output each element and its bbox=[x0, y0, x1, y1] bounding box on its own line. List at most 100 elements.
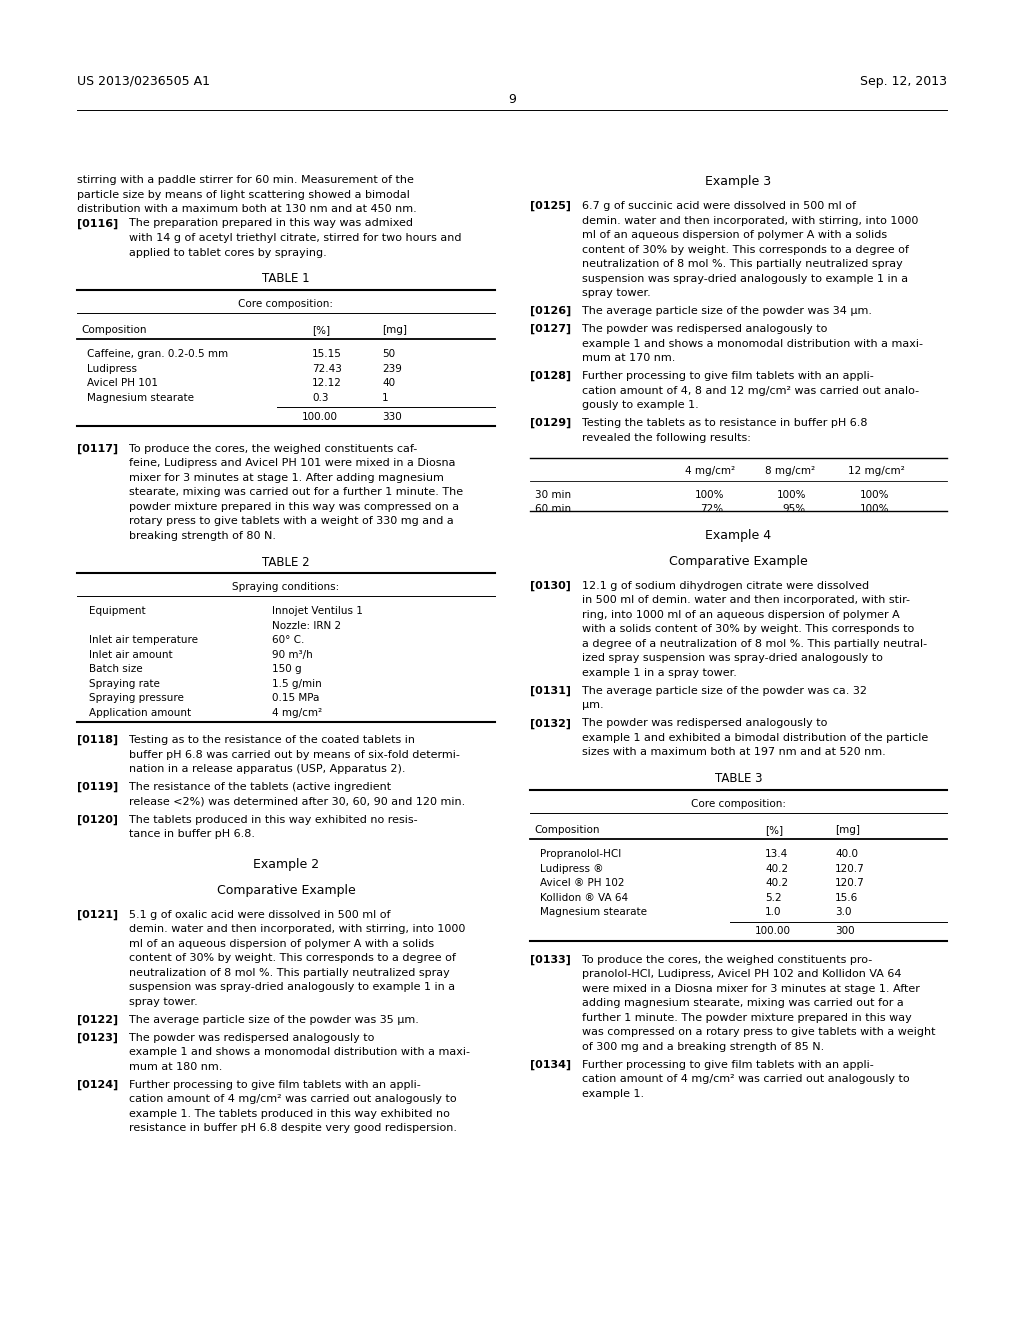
Text: Further processing to give film tablets with an appli-: Further processing to give film tablets … bbox=[129, 1080, 421, 1090]
Text: TABLE 3: TABLE 3 bbox=[715, 772, 762, 785]
Text: The resistance of the tablets (active ingredient: The resistance of the tablets (active in… bbox=[129, 781, 391, 792]
Text: release <2%) was determined after 30, 60, 90 and 120 min.: release <2%) was determined after 30, 60… bbox=[129, 796, 465, 807]
Text: mum at 170 nm.: mum at 170 nm. bbox=[582, 354, 676, 363]
Text: 72%: 72% bbox=[700, 504, 723, 513]
Text: 12.12: 12.12 bbox=[312, 379, 342, 388]
Text: The tablets produced in this way exhibited no resis-: The tablets produced in this way exhibit… bbox=[129, 814, 418, 825]
Text: ized spray suspension was spray-dried analogously to: ized spray suspension was spray-dried an… bbox=[582, 653, 883, 664]
Text: [0117]: [0117] bbox=[77, 444, 118, 454]
Text: [0131]: [0131] bbox=[530, 686, 571, 696]
Text: 3.0: 3.0 bbox=[835, 907, 852, 917]
Text: Spraying conditions:: Spraying conditions: bbox=[232, 582, 340, 591]
Text: powder mixture prepared in this way was compressed on a: powder mixture prepared in this way was … bbox=[129, 502, 459, 512]
Text: example 1 in a spray tower.: example 1 in a spray tower. bbox=[582, 668, 737, 678]
Text: Comparative Example: Comparative Example bbox=[217, 883, 355, 896]
Text: example 1 and shows a monomodal distribution with a maxi-: example 1 and shows a monomodal distribu… bbox=[129, 1047, 470, 1057]
Text: spray tower.: spray tower. bbox=[129, 997, 198, 1007]
Text: 90 m³/h: 90 m³/h bbox=[272, 649, 312, 660]
Text: 30 min: 30 min bbox=[535, 490, 571, 499]
Text: [0120]: [0120] bbox=[77, 814, 118, 825]
Text: cation amount of 4 mg/cm² was carried out analogously to: cation amount of 4 mg/cm² was carried ou… bbox=[129, 1094, 457, 1105]
Text: Magnesium stearate: Magnesium stearate bbox=[87, 393, 194, 403]
Text: a degree of a neutralization of 8 mol %. This partially neutral-: a degree of a neutralization of 8 mol %.… bbox=[582, 639, 927, 649]
Text: example 1 and shows a monomodal distribution with a maxi-: example 1 and shows a monomodal distribu… bbox=[582, 339, 923, 348]
Text: ring, into 1000 ml of an aqueous dispersion of polymer A: ring, into 1000 ml of an aqueous dispers… bbox=[582, 610, 900, 620]
Text: Propranolol-HCl: Propranolol-HCl bbox=[540, 849, 622, 859]
Text: [0128]: [0128] bbox=[530, 371, 571, 381]
Text: 120.7: 120.7 bbox=[835, 863, 864, 874]
Text: 5.2: 5.2 bbox=[765, 892, 781, 903]
Text: applied to tablet cores by spraying.: applied to tablet cores by spraying. bbox=[129, 248, 327, 257]
Text: Core composition:: Core composition: bbox=[239, 298, 334, 309]
Text: stirring with a paddle stirrer for 60 min. Measurement of the: stirring with a paddle stirrer for 60 mi… bbox=[77, 176, 414, 185]
Text: To produce the cores, the weighed constituents caf-: To produce the cores, the weighed consti… bbox=[129, 444, 417, 454]
Text: nation in a release apparatus (USP, Apparatus 2).: nation in a release apparatus (USP, Appa… bbox=[129, 764, 406, 774]
Text: neutralization of 8 mol %. This partially neutralized spray: neutralization of 8 mol %. This partiall… bbox=[582, 259, 903, 269]
Text: Batch size: Batch size bbox=[89, 664, 142, 675]
Text: with 14 g of acetyl triethyl citrate, stirred for two hours and: with 14 g of acetyl triethyl citrate, st… bbox=[129, 234, 462, 243]
Text: The powder was redispersed analogously to: The powder was redispersed analogously t… bbox=[582, 718, 827, 729]
Text: 8 mg/cm²: 8 mg/cm² bbox=[765, 466, 815, 477]
Text: 9: 9 bbox=[508, 92, 516, 106]
Text: [0118]: [0118] bbox=[77, 735, 118, 746]
Text: [0124]: [0124] bbox=[77, 1080, 118, 1090]
Text: 100%: 100% bbox=[860, 490, 890, 499]
Text: Inlet air amount: Inlet air amount bbox=[89, 649, 173, 660]
Text: Example 2: Example 2 bbox=[253, 858, 319, 871]
Text: 100%: 100% bbox=[695, 490, 725, 499]
Text: Spraying rate: Spraying rate bbox=[89, 678, 160, 689]
Text: 100.00: 100.00 bbox=[302, 412, 338, 421]
Text: mum at 180 nm.: mum at 180 nm. bbox=[129, 1061, 222, 1072]
Text: Caffeine, gran. 0.2-0.5 mm: Caffeine, gran. 0.2-0.5 mm bbox=[87, 350, 228, 359]
Text: pranolol-HCl, Ludipress, Avicel PH 102 and Kollidon VA 64: pranolol-HCl, Ludipress, Avicel PH 102 a… bbox=[582, 969, 901, 979]
Text: example 1.: example 1. bbox=[582, 1089, 644, 1098]
Text: 239: 239 bbox=[382, 364, 401, 374]
Text: 15.6: 15.6 bbox=[835, 892, 858, 903]
Text: ml of an aqueous dispersion of polymer A with a solids: ml of an aqueous dispersion of polymer A… bbox=[582, 230, 887, 240]
Text: The powder was redispersed analogously to: The powder was redispersed analogously t… bbox=[582, 325, 827, 334]
Text: [0132]: [0132] bbox=[530, 718, 571, 729]
Text: 60 min: 60 min bbox=[535, 504, 571, 513]
Text: Ludipress ®: Ludipress ® bbox=[540, 863, 603, 874]
Text: 12 mg/cm²: 12 mg/cm² bbox=[848, 466, 905, 477]
Text: The average particle size of the powder was 34 μm.: The average particle size of the powder … bbox=[582, 306, 872, 315]
Text: Example 4: Example 4 bbox=[706, 529, 771, 541]
Text: 4 mg/cm²: 4 mg/cm² bbox=[685, 466, 735, 477]
Text: sizes with a maximum both at 197 nm and at 520 nm.: sizes with a maximum both at 197 nm and … bbox=[582, 747, 886, 758]
Text: stearate, mixing was carried out for a further 1 minute. The: stearate, mixing was carried out for a f… bbox=[129, 487, 463, 498]
Text: [0125]: [0125] bbox=[530, 201, 571, 211]
Text: 100%: 100% bbox=[860, 504, 890, 513]
Text: [0122]: [0122] bbox=[77, 1015, 118, 1026]
Text: buffer pH 6.8 was carried out by means of six-fold determi-: buffer pH 6.8 was carried out by means o… bbox=[129, 750, 460, 759]
Text: suspension was spray-dried analogously to example 1 in a: suspension was spray-dried analogously t… bbox=[582, 273, 908, 284]
Text: 1.0: 1.0 bbox=[765, 907, 781, 917]
Text: Composition: Composition bbox=[534, 825, 599, 834]
Text: with a solids content of 30% by weight. This corresponds to: with a solids content of 30% by weight. … bbox=[582, 624, 914, 635]
Text: 100.00: 100.00 bbox=[755, 927, 791, 936]
Text: [0134]: [0134] bbox=[530, 1060, 571, 1071]
Text: 13.4: 13.4 bbox=[765, 849, 788, 859]
Text: [0133]: [0133] bbox=[530, 954, 570, 965]
Text: [0116]: [0116] bbox=[77, 219, 118, 228]
Text: cation amount of 4, 8 and 12 mg/cm² was carried out analo-: cation amount of 4, 8 and 12 mg/cm² was … bbox=[582, 385, 920, 396]
Text: breaking strength of 80 N.: breaking strength of 80 N. bbox=[129, 531, 276, 541]
Text: distribution with a maximum both at 130 nm and at 450 nm.: distribution with a maximum both at 130 … bbox=[77, 205, 417, 214]
Text: 72.43: 72.43 bbox=[312, 364, 342, 374]
Text: ml of an aqueous dispersion of polymer A with a solids: ml of an aqueous dispersion of polymer A… bbox=[129, 939, 434, 949]
Text: To produce the cores, the weighed constituents pro-: To produce the cores, the weighed consti… bbox=[582, 954, 872, 965]
Text: 0.15 MPa: 0.15 MPa bbox=[272, 693, 319, 704]
Text: rotary press to give tablets with a weight of 330 mg and a: rotary press to give tablets with a weig… bbox=[129, 516, 454, 527]
Text: resistance in buffer pH 6.8 despite very good redispersion.: resistance in buffer pH 6.8 despite very… bbox=[129, 1123, 457, 1134]
Text: feine, Ludipress and Avicel PH 101 were mixed in a Diosna: feine, Ludipress and Avicel PH 101 were … bbox=[129, 458, 456, 469]
Text: cation amount of 4 mg/cm² was carried out analogously to: cation amount of 4 mg/cm² was carried ou… bbox=[582, 1074, 909, 1084]
Text: suspension was spray-dried analogously to example 1 in a: suspension was spray-dried analogously t… bbox=[129, 982, 455, 993]
Text: 1.5 g/min: 1.5 g/min bbox=[272, 678, 322, 689]
Text: 5.1 g of oxalic acid were dissolved in 500 ml of: 5.1 g of oxalic acid were dissolved in 5… bbox=[129, 909, 390, 920]
Text: content of 30% by weight. This corresponds to a degree of: content of 30% by weight. This correspon… bbox=[129, 953, 456, 964]
Text: Magnesium stearate: Magnesium stearate bbox=[540, 907, 647, 917]
Text: Comparative Example: Comparative Example bbox=[669, 554, 808, 568]
Text: revealed the following results:: revealed the following results: bbox=[582, 433, 751, 442]
Text: [0129]: [0129] bbox=[530, 418, 571, 429]
Text: mixer for 3 minutes at stage 1. After adding magnesium: mixer for 3 minutes at stage 1. After ad… bbox=[129, 473, 443, 483]
Text: Testing as to the resistance of the coated tablets in: Testing as to the resistance of the coat… bbox=[129, 735, 415, 744]
